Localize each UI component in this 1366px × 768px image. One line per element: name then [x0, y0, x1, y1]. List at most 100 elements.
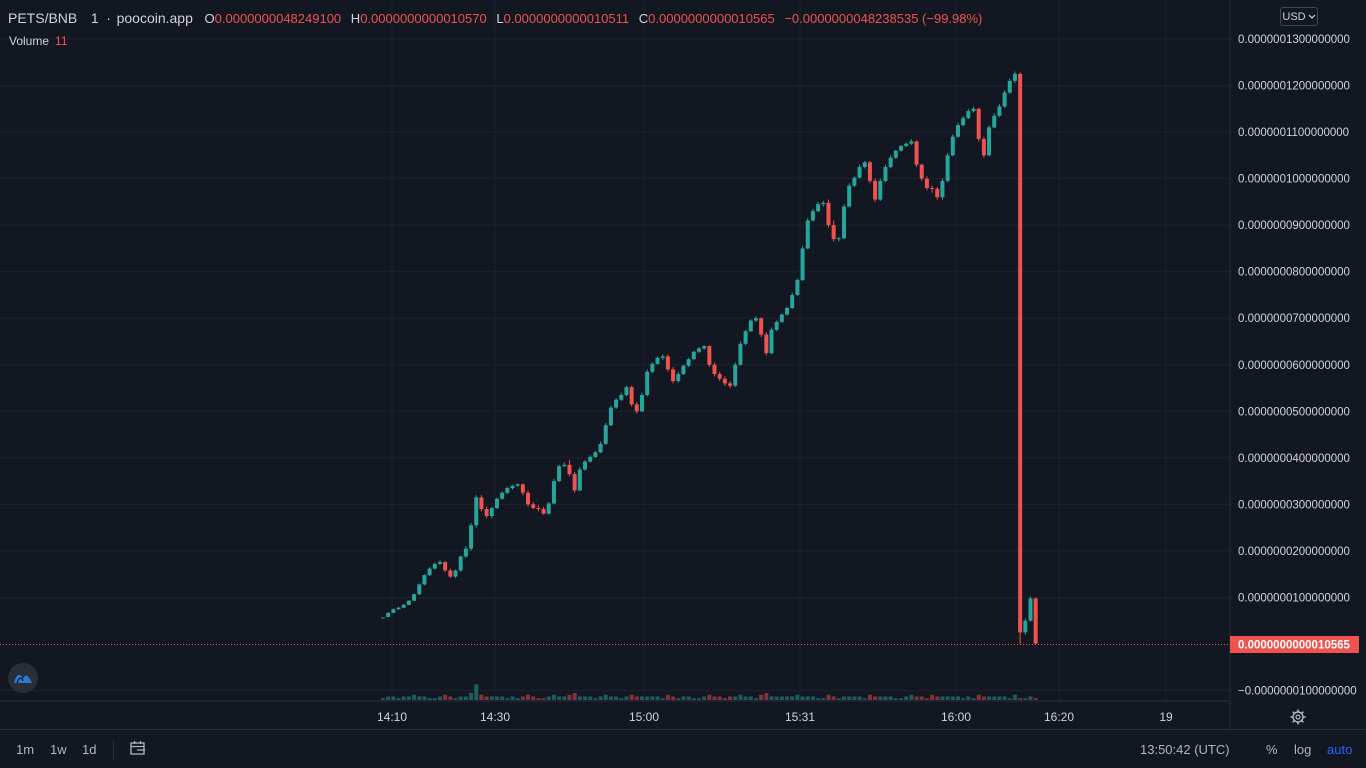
x-tick-label: 15:00 [629, 710, 659, 724]
candle-body [753, 318, 758, 321]
timeframe-1d[interactable]: 1d [82, 742, 97, 757]
volume-bar [717, 696, 722, 700]
volume-bar [614, 696, 619, 700]
volume-bar [536, 698, 541, 700]
volume-bar [904, 696, 909, 700]
currency-label: USD [1282, 10, 1306, 23]
candle-body [702, 346, 707, 349]
candlesticks [381, 71, 1038, 644]
volume-bar [381, 698, 385, 700]
volume-bar [422, 696, 427, 700]
volume-value: 11 [55, 34, 68, 48]
candle-body [655, 357, 660, 364]
candle-body [987, 127, 992, 156]
volume-bar [785, 696, 790, 700]
currency-selector[interactable]: USD [1280, 7, 1318, 26]
volume-bar [1033, 698, 1038, 700]
volume-bar [608, 696, 613, 700]
timeframe-1w[interactable]: 1w [50, 742, 67, 757]
volume-bar [634, 696, 639, 700]
candle-body [1012, 73, 1017, 81]
range-icon[interactable] [128, 738, 148, 758]
interval-label[interactable]: 1 [90, 10, 99, 26]
volume-bar [893, 698, 898, 700]
candle-body [608, 407, 613, 426]
candle-body [515, 484, 520, 486]
candle-body [966, 111, 971, 119]
volume-bar [691, 698, 696, 700]
volume-bar [878, 696, 883, 700]
volume-bar [640, 696, 644, 700]
candle-body [463, 548, 468, 557]
volume-bar [966, 696, 971, 700]
volume-bar [743, 696, 748, 700]
low-value: 0.0000000000010511 [503, 11, 630, 26]
candle-body [567, 464, 572, 475]
candle-body [406, 600, 411, 605]
volume-bar [531, 696, 536, 700]
volume-bar [847, 696, 852, 700]
volume-label: Volume [9, 34, 50, 48]
volume-bar [987, 696, 992, 700]
y-tick-label: 0.0000000300000000 [1238, 499, 1350, 511]
volume-bar [443, 694, 448, 700]
volume-bar [852, 696, 857, 700]
candle-body [494, 498, 499, 509]
candle-body [914, 141, 919, 165]
utc-clock[interactable]: 13:50:42 (UTC) [1140, 742, 1230, 757]
candle-body [417, 584, 422, 595]
auto-toggle[interactable]: auto [1327, 742, 1353, 757]
candle-body [971, 108, 976, 112]
volume-bar [448, 696, 453, 700]
y-tick-label: 0.0000000100000000 [1238, 592, 1350, 604]
settings-gear-icon[interactable] [1289, 708, 1307, 726]
volume-bar [940, 696, 945, 700]
volume-bar [432, 698, 437, 700]
volume-bar [583, 696, 588, 700]
candle-body [712, 364, 717, 375]
candle-body [790, 294, 795, 308]
candle-body [831, 225, 836, 240]
candle-body [888, 157, 893, 167]
volume-bar [546, 696, 551, 700]
chart-grid [0, 0, 1230, 701]
volume-bar [406, 696, 411, 700]
candle-body [691, 351, 696, 360]
candle-body [748, 320, 753, 332]
volume-bar [992, 696, 997, 700]
price-tag-label: 0.0000000000010565 [1238, 640, 1351, 652]
y-tick-label: 0.0000001000000000 [1238, 174, 1350, 186]
volume-bar [567, 694, 572, 700]
candle-body [769, 329, 774, 354]
candle-body [867, 162, 872, 181]
candle-body [396, 607, 401, 610]
volume-bar [463, 696, 468, 700]
open-value: 0.0000000048249100 [214, 11, 342, 26]
candle-body [696, 348, 701, 352]
candle-body [883, 166, 888, 181]
timeframe-1m[interactable]: 1m [16, 742, 35, 757]
volume-bar [774, 696, 779, 700]
symbol-name[interactable]: PETS/BNB [8, 10, 78, 26]
logo-icon[interactable] [8, 663, 38, 693]
volume-bar [660, 698, 665, 700]
x-tick-label: 14:10 [377, 710, 407, 724]
candle-body [899, 146, 903, 151]
close-key: C [638, 11, 649, 26]
volume-bar [707, 694, 712, 700]
price-chart[interactable]: 0.0000001300000000 0.0000001200000000 0.00… [0, 0, 1366, 729]
volume-bar [1023, 698, 1028, 700]
log-toggle[interactable]: log [1294, 742, 1312, 757]
percent-toggle[interactable]: % [1266, 742, 1278, 757]
candle-body [474, 497, 479, 526]
candle-body [909, 141, 914, 144]
candle-body [629, 387, 634, 405]
volume-bar [753, 698, 758, 700]
volume-bar [427, 698, 432, 700]
candle-body [665, 356, 670, 370]
volume-bar [588, 696, 593, 700]
x-tick-label: 15:31 [785, 710, 815, 724]
candle-body [945, 155, 950, 181]
volume-bar [686, 696, 691, 700]
volume-bar [790, 696, 795, 700]
